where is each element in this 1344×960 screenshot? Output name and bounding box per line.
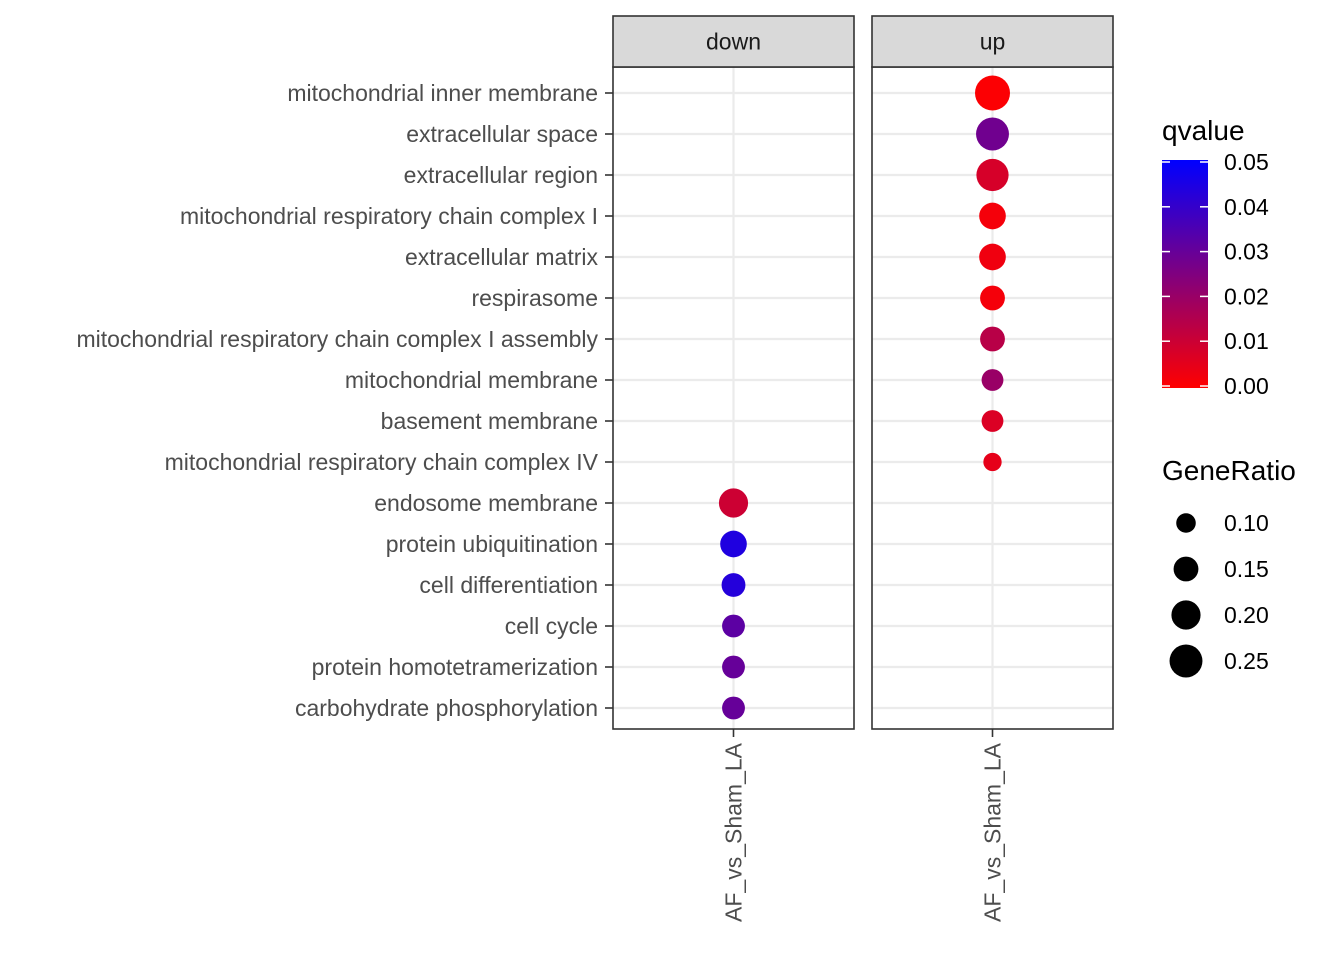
y-tick-label: extracellular region (404, 162, 598, 188)
y-tick-label: mitochondrial respiratory chain complex … (165, 449, 599, 475)
y-tick-label: extracellular matrix (405, 244, 598, 270)
data-point (722, 655, 745, 679)
y-tick-label: extracellular space (406, 121, 598, 147)
data-point (979, 243, 1006, 271)
y-tick-label: mitochondrial inner membrane (287, 80, 598, 106)
data-point (980, 326, 1005, 352)
data-point (976, 117, 1009, 151)
color-legend-title: qvalue (1162, 115, 1245, 146)
facet-strip-label: up (980, 29, 1006, 55)
data-point (976, 158, 1009, 192)
facet-strip-label: down (706, 29, 761, 55)
y-tick-label: protein homotetramerization (312, 654, 598, 680)
y-tick-label: mitochondrial respiratory chain complex … (180, 203, 598, 229)
y-tick-label: respirasome (471, 285, 598, 311)
data-point (722, 696, 745, 720)
facet-panel-down: down (612, 15, 855, 737)
color-legend-bar (1162, 160, 1208, 388)
x-tick-label: AF_vs_Sham_LA (980, 742, 1006, 922)
color-legend-label: 0.05 (1224, 149, 1269, 175)
data-point (980, 285, 1005, 311)
data-point (975, 75, 1010, 111)
size-legend-key (1171, 600, 1201, 630)
size-legend-key (1176, 513, 1196, 533)
facet-panel-up: up (871, 15, 1114, 737)
data-point (721, 573, 746, 597)
color-legend-label: 0.00 (1224, 373, 1269, 399)
data-point (981, 410, 1004, 432)
facet-strip (871, 15, 1114, 68)
y-tick-label: protein ubiquitination (386, 531, 598, 557)
color-legend-label: 0.02 (1224, 283, 1269, 309)
y-tick-label: mitochondrial respiratory chain complex … (76, 326, 598, 352)
y-tick-label: carbohydrate phosphorylation (295, 695, 598, 721)
data-point (983, 452, 1002, 472)
data-point (722, 614, 745, 638)
y-tick-label: basement membrane (381, 408, 598, 434)
size-legend-label: 0.10 (1224, 510, 1269, 536)
size-legend-label: 0.20 (1224, 602, 1269, 628)
size-legend-key (1169, 644, 1203, 678)
data-point (720, 530, 747, 558)
data-point (718, 488, 749, 518)
size-legend-key (1173, 556, 1199, 582)
y-tick-label: cell cycle (505, 613, 598, 639)
y-tick-label: mitochondrial membrane (345, 367, 598, 393)
data-point (981, 369, 1004, 391)
color-legend-label: 0.03 (1224, 239, 1269, 265)
x-tick-label: AF_vs_Sham_LA (721, 742, 747, 922)
color-legend-label: 0.01 (1224, 328, 1269, 354)
facet-strip (612, 15, 855, 68)
data-point (979, 202, 1006, 230)
y-tick-label: endosome membrane (374, 490, 598, 516)
size-legend-label: 0.15 (1224, 556, 1269, 582)
size-legend-label: 0.25 (1224, 648, 1269, 674)
size-legend-title: GeneRatio (1162, 455, 1296, 486)
color-legend-label: 0.04 (1224, 194, 1269, 220)
y-tick-label: cell differentiation (419, 572, 598, 598)
